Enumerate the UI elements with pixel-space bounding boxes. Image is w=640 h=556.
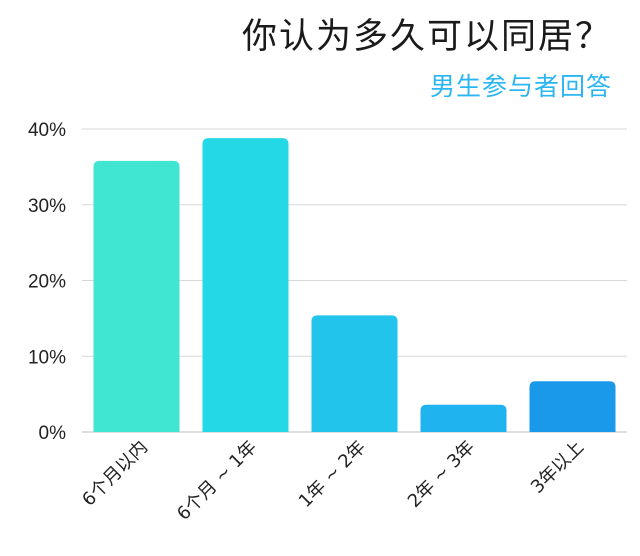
x-category-label: 2年 ~ 3年: [404, 437, 479, 512]
bar-2: [202, 138, 289, 432]
y-tick-label: 10%: [28, 347, 66, 368]
x-category-label: 1年 ~ 2年: [295, 437, 370, 512]
chart-subtitle: 男生参与者回答: [430, 72, 612, 101]
bar-5: [529, 381, 616, 432]
bar-3: [311, 315, 398, 432]
y-tick-label: 20%: [28, 272, 66, 293]
x-category-label: 6个月以内: [78, 437, 152, 511]
x-category-label: 3年以上: [527, 437, 588, 498]
chart-title: 你认为多久可以同居？: [242, 17, 612, 57]
x-category-label: 6个月 ~ 1年: [173, 437, 261, 525]
y-tick-label: 40%: [28, 120, 66, 141]
bar-4: [420, 404, 507, 432]
bars: [93, 138, 616, 432]
y-axis-ticks: 0% 10% 20% 30% 40%: [28, 120, 66, 444]
x-axis-labels: 6个月以内 6个月 ~ 1年 1年 ~ 2年 2年 ~ 3年 3年以上: [78, 437, 588, 525]
y-tick-label: 30%: [28, 196, 66, 217]
y-tick-label: 0%: [39, 423, 67, 444]
bar-1: [93, 160, 180, 432]
